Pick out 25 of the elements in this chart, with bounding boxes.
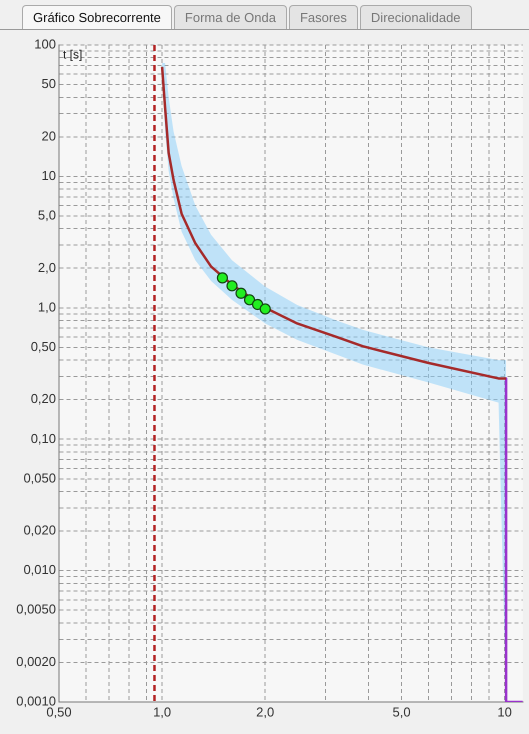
y-tick-label: 0,0050	[16, 602, 56, 617]
y-tick-label: 0,0020	[16, 654, 56, 670]
y-tick-label: 0,0010	[16, 694, 56, 709]
y-tick-label: 0,20	[30, 391, 56, 406]
x-tick-label: 2,0	[256, 704, 274, 720]
x-tick-label: 1,0	[153, 704, 172, 720]
y-tick-label: 5,0	[38, 208, 56, 223]
y-tick-label: 20	[42, 128, 56, 144]
y-tick-label: 10	[42, 168, 56, 183]
x-tick-label: 10	[497, 704, 512, 720]
y-tick-label: 0,020	[23, 522, 56, 538]
y-tick-label: 50	[42, 76, 56, 92]
y-tick-label: 1,0	[38, 299, 56, 314]
text: Fasores	[288, 5, 358, 29]
y-tick-label: 0,050	[23, 470, 56, 486]
y-tick-label: 0,50	[30, 338, 56, 354]
y-tick-label: 2,0	[38, 260, 56, 275]
y-tick-label: 0,010	[23, 562, 56, 578]
text: Direcionalidade	[360, 5, 472, 29]
y-tick-label: 100	[34, 36, 56, 52]
text: Gráfico Sobrecorrente	[22, 5, 172, 29]
x-tick-label: 5,0	[392, 704, 411, 720]
y-tick-label: 0,10	[30, 430, 56, 446]
text: Forma de Onda	[174, 5, 287, 29]
y-axis-title: t [s]	[63, 47, 82, 62]
